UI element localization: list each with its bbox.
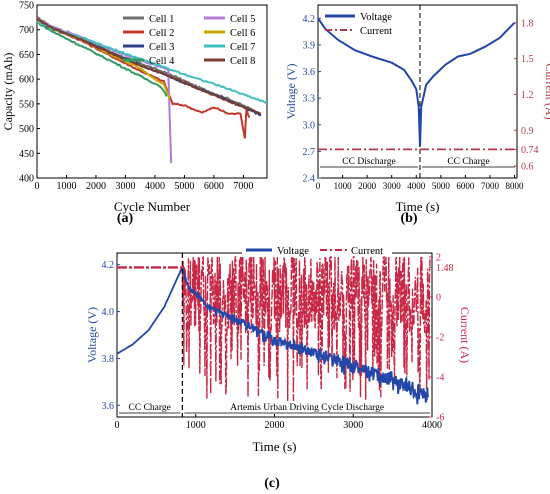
legend-a-label: Cell 8 [230,56,255,67]
chart-c-annotation-bg-1 [121,401,181,412]
chart-c-y2tick-label: -2 [436,333,444,344]
chart-b-annotation-charge: CC Charge [447,157,489,167]
chart-a-ytick-label: 700 [19,25,34,36]
chart-b-xtick-label: 8000 [506,181,525,191]
legend-c-voltage-label: Voltage [277,246,309,257]
chart-a-ylabel: Capacity (mAh) [1,53,15,131]
chart-a-ytick-label: 500 [19,124,34,135]
chart-b-y2tick-label: 1.5 [521,54,534,65]
chart-a-xtick-label: 0 [35,181,40,192]
chart-b-y2tick-label: 1.8 [521,18,534,29]
legend-a-label: Cell 4 [149,56,175,67]
chart-b: 0 1000 2000 3000 4000 5000 6000 7000 8000 2.4 2.7 3… [284,4,550,214]
chart-b-frame [317,4,518,179]
chart-b-xlabel: Time (s) [396,199,440,214]
chart-a-xtick-label: 1000 [56,181,76,192]
chart-c-xtick-label: 2000 [265,420,285,431]
chart-c-xtick-label: 4000 [422,420,442,431]
chart-a-series-5 [37,17,173,164]
legend-b-voltage-label: Voltage [360,12,392,23]
chart-c-xtick-label: 0 [115,420,120,431]
chart-b-xtick-label: 6000 [456,181,475,191]
chart-a-ytick-label: 750 [19,1,34,12]
chart-a-series-8 [37,18,262,115]
chart-c-annotation-discharge: Artemis Urban Driving Cycle Discharge [230,403,384,413]
chart-c-y2tick-label: 1.48 [436,263,454,274]
chart-b-xtick-label: 0 [316,181,321,191]
chart-a-xtick-label: 2000 [86,181,106,192]
chart-b-y2tick-label: 0.9 [521,126,534,137]
chart-c-y2label: Current (A) [458,307,472,363]
chart-a-ytick-label: 650 [19,50,34,61]
chart-a-ytick-label: 450 [19,149,34,160]
chart-a-xtick-label: 3000 [115,181,135,192]
chart-a-xlabel: Cycle Number [114,199,191,214]
legend-a-label: Cell 7 [230,42,255,53]
chart-b-ytick-label: 3.6 [303,67,316,78]
chart-c-ytick-label: 4.0 [102,307,115,318]
chart-c-ytick-label: 3.6 [102,401,115,412]
chart-c-annotation-bg-2 [208,401,400,412]
chart-c-annotation-charge: CC Charge [129,403,171,413]
chart-a-ytick-label: 550 [19,99,34,110]
chart-c-xtick-label: 3000 [343,420,363,431]
chart-b-ytick-label: 3.3 [303,94,316,105]
chart-c: 0 1000 2000 3000 4000 3.6 3.8 4.0 4.2 -6 -4 -2 0 1.48… [85,241,472,454]
chart-b-ytick-label: 2.4 [303,174,316,185]
chart-c-y2tick-label: 0 [436,293,441,304]
chart-a-series-7 [37,21,267,104]
chart-b-ytick-label: 3.9 [303,40,316,51]
chart-c-voltage-line [117,267,429,405]
chart-b-xtick-label: 5000 [432,181,451,191]
chart-b-y2tick-label: 1.2 [521,90,534,101]
chart-a-ytick-label: 400 [19,174,34,185]
chart-b-y2tick-label: 0.74 [521,145,539,156]
chart-c-ytick-label: 3.8 [102,354,115,365]
panel-c-label: (c) [264,476,280,491]
legend-a-label: Cell 5 [230,14,255,25]
chart-a-series-2 [37,19,251,139]
chart-a-xtick-label: 4000 [145,181,165,192]
chart-b-xtick-label: 3000 [383,181,402,191]
chart-c-current-line [117,255,431,403]
chart-b-ytick-label: 3.0 [303,120,316,131]
chart-b-y2tick-label: 0.6 [521,162,534,173]
chart-b-xtick-label: 7000 [481,181,500,191]
chart-b-ytick-label: 2.7 [303,147,316,158]
chart-b-annotation-discharge: CC Discharge [342,157,395,167]
legend-c-current-label: Current [351,246,383,257]
chart-a-xtick-label: 6000 [204,181,224,192]
chart-b-y2label: Current (A) [543,63,550,119]
chart-c-y2tick-label: -6 [436,413,444,424]
chart-c-y2tick-label: 2 [436,253,441,264]
chart-a-ytick-label: 600 [19,75,34,86]
legend-a-label: Cell 1 [149,14,174,25]
chart-a: 0 1000 2000 3000 4000 5000 6000 7000 400 450 500 55… [1,1,268,214]
chart-a-xtick-label: 5000 [174,181,194,192]
chart-b-ytick-label: 4.2 [303,14,316,25]
legend-c-bg [242,241,392,255]
chart-a-frame [36,4,268,179]
panel-a-label: (a) [117,211,134,226]
legend-b-current-label: Current [360,26,392,37]
chart-b-xtick-label: 2000 [358,181,377,191]
chart-b-xtick-label: 1000 [334,181,353,191]
chart-b-xtick-label: 4000 [407,181,426,191]
chart-b-ylabel: Voltage (V) [284,63,298,119]
legend-a-label: Cell 2 [149,28,174,39]
chart-c-y2tick-label: -4 [436,373,444,384]
panel-b-label: (b) [400,211,417,226]
chart-b-voltage-line [317,17,516,147]
chart-a-xtick-label: 7000 [233,181,253,192]
chart-c-xlabel: Time (s) [253,439,297,454]
chart-c-ytick-label: 4.2 [102,260,115,271]
chart-a-series-4 [37,21,168,97]
legend-a-label: Cell 6 [230,28,255,39]
chart-c-xtick-label: 1000 [186,420,206,431]
legend-a-label: Cell 3 [149,42,174,53]
chart-c-ylabel: Voltage (V) [85,307,99,363]
